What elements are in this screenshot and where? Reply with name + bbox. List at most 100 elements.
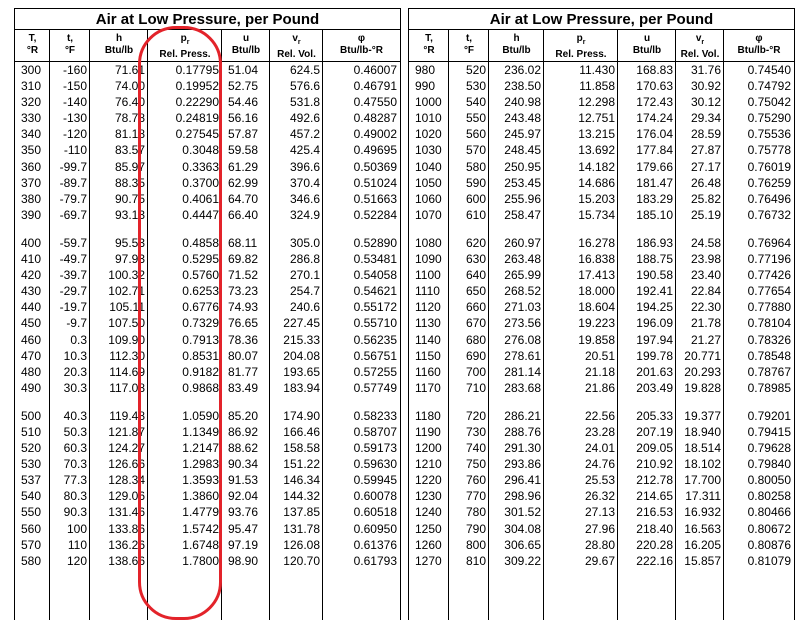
table-cell: 120 xyxy=(66,553,87,568)
table-cell: 29.34 xyxy=(690,111,721,126)
table-cell: 0.9182 xyxy=(182,364,219,379)
table-cell: 590 xyxy=(465,175,486,190)
column-header: vr Rel. Vol. xyxy=(270,30,323,61)
column-divider xyxy=(488,30,489,620)
table-row: 500 40.3 119.48 1.0590 85.20 174.90 0.58233 xyxy=(15,408,400,424)
table-cell: 199.78 xyxy=(636,348,673,363)
table-row: 310 -150 74.00 0.19952 52.75 576.6 0.46791 xyxy=(15,78,400,94)
column-unit: °R xyxy=(26,45,39,56)
table-cell: 74.93 xyxy=(228,300,259,315)
table-cell: 31.76 xyxy=(690,63,721,77)
column-unit: Btu/lb xyxy=(231,45,261,56)
table-cell: 29.67 xyxy=(584,553,615,568)
table-cell: 186.93 xyxy=(636,235,673,250)
table-cell: 100.32 xyxy=(108,268,145,283)
table-cell: 309.22 xyxy=(504,553,541,568)
table-cell: 133.86 xyxy=(108,521,145,536)
table-cell: 1140 xyxy=(415,332,441,347)
table-cell: 0.51663 xyxy=(353,191,397,206)
table-cell: 0.74792 xyxy=(747,79,791,94)
table-cell: 430 xyxy=(21,284,42,299)
table-cell: 83.49 xyxy=(228,380,259,395)
table-cell: 1150 xyxy=(415,348,441,363)
table-cell: 1000 xyxy=(415,95,442,110)
table-cell: 52.75 xyxy=(228,79,259,94)
table-cell: 76.40 xyxy=(114,95,145,110)
table-cell: 1.5742 xyxy=(182,521,219,536)
table-row: 390 -69.7 93.13 0.4447 66.40 324.9 0.52284 xyxy=(15,207,400,223)
table-cell: 27.17 xyxy=(690,159,721,174)
table-cell: 560 xyxy=(21,521,42,536)
table-cell: 281.14 xyxy=(504,364,541,379)
table-cell: 304.08 xyxy=(504,521,541,536)
table-cell: 95.53 xyxy=(114,235,145,250)
table-cell: 273.56 xyxy=(504,316,541,331)
table-cell: -130 xyxy=(62,111,87,126)
table-cell: 68.11 xyxy=(228,235,258,250)
table-cell: 600 xyxy=(465,191,486,206)
column-symbol: t, xyxy=(66,33,74,44)
table-cell: 146.34 xyxy=(283,473,320,488)
table-cell: 550 xyxy=(465,111,486,126)
table-cell: 1260 xyxy=(415,537,442,552)
table-cell: 97.93 xyxy=(114,252,145,267)
table-body: 300 -160 71.61 0.17795 51.04 624.5 0.46007 310 -… xyxy=(15,62,400,569)
table-cell: 0.46791 xyxy=(353,79,397,94)
column-symbol: pr xyxy=(576,33,586,46)
column-symbol: h xyxy=(115,33,123,44)
column-header: T, °R xyxy=(15,30,50,61)
table-cell: 168.83 xyxy=(636,63,673,77)
table-cell: 25.19 xyxy=(690,207,721,222)
table-cell: 296.41 xyxy=(504,473,541,488)
table-cell: 28.80 xyxy=(584,537,615,552)
table-cell: 0.76019 xyxy=(747,159,791,174)
table-cell: 278.61 xyxy=(504,348,541,363)
table-cell: 26.32 xyxy=(584,489,615,504)
table-cell: 30.92 xyxy=(690,79,721,94)
left-table-panel: Air at Low Pressure, per Pound T, °R t, °F h… xyxy=(14,8,401,620)
table-cell: 570 xyxy=(465,143,486,158)
table-cell: 190.58 xyxy=(636,268,673,283)
table-cell: 0.8531 xyxy=(182,348,219,363)
table-cell: 540 xyxy=(21,489,42,504)
table-cell: 10.3 xyxy=(63,348,87,363)
table-cell: 21.27 xyxy=(690,332,721,347)
table-title: Air at Low Pressure, per Pound xyxy=(409,9,794,30)
table-cell: 0.50369 xyxy=(353,159,397,174)
table-cell: 69.82 xyxy=(228,252,259,267)
table-cell: 570 xyxy=(21,537,42,552)
table-row: 420 -39.7 100.32 0.5760 71.52 270.1 0.54058 xyxy=(15,267,400,283)
table-row: 520 60.3 124.27 1.2147 88.62 158.58 0.59173 xyxy=(15,440,400,456)
table-row: 1250 790 304.08 27.96 218.40 16.563 0.80672 xyxy=(409,521,794,537)
table-cell: 0.49695 xyxy=(353,143,397,158)
table-cell: 0.6776 xyxy=(182,300,219,315)
table-row: 1010 550 243.48 12.751 174.24 29.34 0.75290 xyxy=(409,110,794,126)
table-cell: 17.413 xyxy=(578,268,615,283)
table-row: 400 -59.7 95.53 0.4858 68.11 305.0 0.52890 xyxy=(15,235,400,251)
table-cell: 576.6 xyxy=(289,79,320,94)
table-cell: 1250 xyxy=(415,521,442,536)
table-cell: 220.28 xyxy=(636,537,673,552)
table-cell: 0.53481 xyxy=(353,252,397,267)
table-cell: 13.215 xyxy=(578,127,615,142)
table-cell: 560 xyxy=(465,127,486,142)
table-cell: 23.28 xyxy=(584,424,615,439)
table-row: 360 -99.7 85.97 0.3363 61.29 396.6 0.50369 xyxy=(15,159,400,175)
table-cell: 380 xyxy=(21,191,42,206)
table-cell: 330 xyxy=(21,111,42,126)
table-row: 1190 730 288.76 23.28 207.19 18.940 0.79415 xyxy=(409,424,794,440)
table-cell: 346.6 xyxy=(289,191,320,206)
column-divider xyxy=(269,30,270,620)
table-cell: 0.78985 xyxy=(747,380,791,395)
table-cell: 1060 xyxy=(415,191,442,206)
table-cell: 0.79201 xyxy=(747,408,791,423)
table-cell: 59.58 xyxy=(228,143,259,158)
table-cell: 129.06 xyxy=(108,489,145,504)
table-cell: 78.78 xyxy=(114,111,145,126)
table-cell: 21.86 xyxy=(584,380,615,395)
table-cell: 263.48 xyxy=(504,252,541,267)
table-cell: 480 xyxy=(21,364,42,379)
column-unit: °F xyxy=(463,45,475,56)
table-cell: 236.02 xyxy=(504,63,541,77)
column-headers: T, °R t, °F h Btu/lb pr Rel. Press. u Btu/lb vr Rel… xyxy=(409,30,794,62)
